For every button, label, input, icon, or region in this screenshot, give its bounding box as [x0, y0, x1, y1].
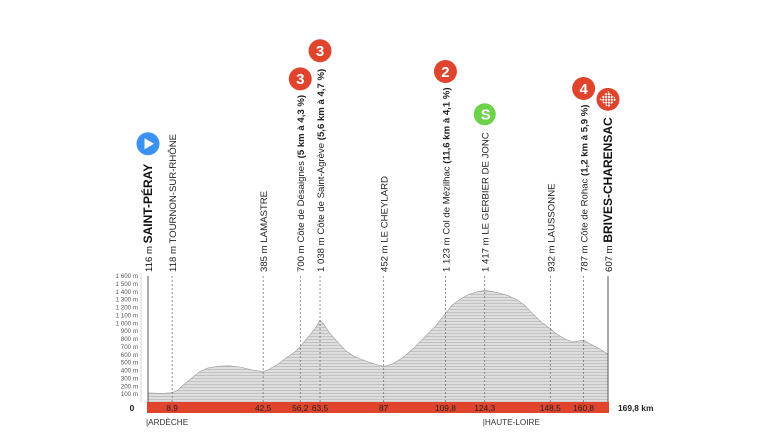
category-number: 3 [296, 71, 304, 88]
y-tick-label: 100 m [121, 391, 138, 398]
y-tick-label: 500 m [121, 360, 138, 367]
category-circle [308, 39, 332, 63]
region-label: |ARDÈCHE [146, 417, 189, 427]
y-tick-label: 800 m [121, 336, 138, 343]
waypoint-label: 607 m BRIVES-CHARENSAC [601, 117, 615, 272]
km-tick-label: 148,5 [540, 403, 561, 413]
climb-detail: (5,6 km à 4,7 %) [316, 69, 327, 140]
km-tick-label: 160,8 [573, 403, 594, 413]
climb-detail: (11,6 km à 4,1 %) [441, 87, 452, 163]
y-tick-label: 1 100 m [116, 312, 138, 319]
waypoint-name: TOURNON-SUR-RHÔNE [168, 134, 179, 244]
climb-category-3-marker: 3 [288, 67, 312, 91]
y-tick-label: 200 m [121, 383, 138, 390]
waypoint-labels: 116 m SAINT-PÉRAY 118 m TOURNON-SUR-RHÔNE… [140, 69, 615, 272]
regions: |ARDÈCHE |HAUTE-LOIRE [146, 417, 540, 427]
km-tick-label: 42,5 [255, 403, 272, 413]
waypoint-guides [147, 276, 609, 402]
waypoint-name: Côte de Saint-Agrève [316, 143, 327, 235]
waypoint-label: 1 123 m Col de Mézilhac (11,6 km à 4,1 %… [441, 87, 452, 272]
waypoint-altitude: 118 m [168, 244, 179, 272]
region-label: |HAUTE-LOIRE [483, 418, 541, 427]
finish-checker [599, 90, 617, 108]
category-number: 2 [441, 64, 449, 81]
waypoint-altitude: 452 m [380, 243, 391, 272]
waypoint-label: 1 038 m Côte de Saint-Agrève (5,6 km à 4… [316, 69, 327, 272]
y-tick-label: 1 400 m [116, 289, 138, 296]
waypoint-altitude: 385 m [259, 243, 270, 272]
y-tick-label: 1 500 m [116, 281, 138, 288]
waypoint-label: 700 m Côte de Désaignes (5 km à 4,3 %) [296, 95, 307, 272]
waypoint-name: SAINT-PÉRAY [140, 164, 155, 244]
km-tick-label: 8,9 [166, 403, 178, 413]
distance-bar-rect [147, 402, 609, 413]
sprint-icon: S [473, 103, 496, 126]
km-zero-label: 0 [130, 403, 135, 413]
waypoint-altitude: 607 m [604, 243, 615, 272]
distance-bar: 0 8,9 42,5 56,2 63,5 87 109,8 124,3 148,5 160,8 16… [130, 402, 653, 413]
km-tick-label: 63,5 [312, 403, 329, 413]
km-tick-label: 109,8 [435, 403, 456, 413]
sprint-circle [473, 103, 496, 126]
waypoint-label: 932 m LAUSSONNE [546, 183, 557, 272]
category-circle [572, 77, 596, 101]
markers: 33 2 S 4 [136, 39, 620, 156]
km-tick-label: 124,3 [474, 403, 495, 413]
waypoint-altitude: 1 123 m [441, 235, 452, 272]
km-tick-label: 87 [379, 403, 389, 413]
climb-detail: (5 km à 4,3 %) [296, 95, 307, 158]
waypoint-name: Côte de Désaignes [296, 161, 307, 243]
waypoint-label: 452 m LE CHEYLARD [380, 176, 391, 272]
waypoint-name: LAMASTRE [259, 191, 270, 243]
waypoint-name: LAUSSONNE [546, 183, 557, 242]
checkered-flag-icon [596, 87, 620, 111]
waypoint-label: 116 m SAINT-PÉRAY [140, 164, 155, 272]
km-tick-label: 56,2 [292, 403, 309, 413]
category-circle [288, 67, 312, 91]
waypoint-altitude: 932 m [546, 243, 557, 272]
profile-area-layer [147, 290, 609, 403]
climb-category-4-marker: 4 [572, 77, 596, 101]
play-triangle-icon [136, 132, 160, 156]
waypoint-name: LE CHEYLARD [380, 176, 391, 243]
y-tick-label: 1 300 m [116, 297, 138, 304]
y-tick-label: 900 m [121, 328, 138, 335]
total-distance-label: 169,8 km [618, 403, 653, 413]
waypoint-altitude: 1 038 m [316, 235, 327, 272]
y-tick-label: 700 m [121, 344, 138, 351]
climb-category-3-marker: 3 [308, 39, 332, 63]
waypoint-label: 1 417 m LE GERBIER DE JONC [481, 132, 492, 272]
waypoint-name: Côte de Rohac [580, 178, 591, 242]
category-circle [433, 59, 457, 83]
y-tick-label: 1 000 m [116, 320, 138, 327]
y-tick-label: 1 600 m [116, 273, 138, 280]
waypoint-label: 787 m Côte de Rohac (1,2 km à 5,9 %) [580, 105, 591, 272]
waypoint-label: 385 m LAMASTRE [259, 191, 270, 272]
y-tick-label: 300 m [121, 375, 138, 382]
category-number: 3 [316, 43, 324, 60]
waypoint-name: BRIVES-CHARENSAC [601, 117, 615, 243]
climb-category-2-marker: 2 [433, 59, 457, 83]
waypoint-altitude: 116 m [144, 243, 155, 272]
waypoint-name: LE GERBIER DE JONC [481, 132, 492, 234]
climb-detail: (1,2 km à 5,9 %) [580, 105, 591, 176]
waypoint-altitude: 1 417 m [481, 235, 492, 272]
start-triangle [144, 138, 154, 150]
sprint-letter: S [481, 106, 491, 123]
waypoint-altitude: 787 m [580, 243, 591, 272]
y-tick-label: 1 200 m [116, 305, 138, 312]
y-tick-label: 600 m [121, 352, 138, 359]
y-tick-label: 400 m [121, 368, 138, 375]
waypoint-name: Col de Mézilhac [441, 166, 452, 234]
waypoint-label: 118 m TOURNON-SUR-RHÔNE [168, 134, 179, 272]
elevation-profile-area [147, 290, 609, 403]
waypoint-altitude: 700 m [296, 243, 307, 272]
category-number: 4 [579, 81, 588, 98]
